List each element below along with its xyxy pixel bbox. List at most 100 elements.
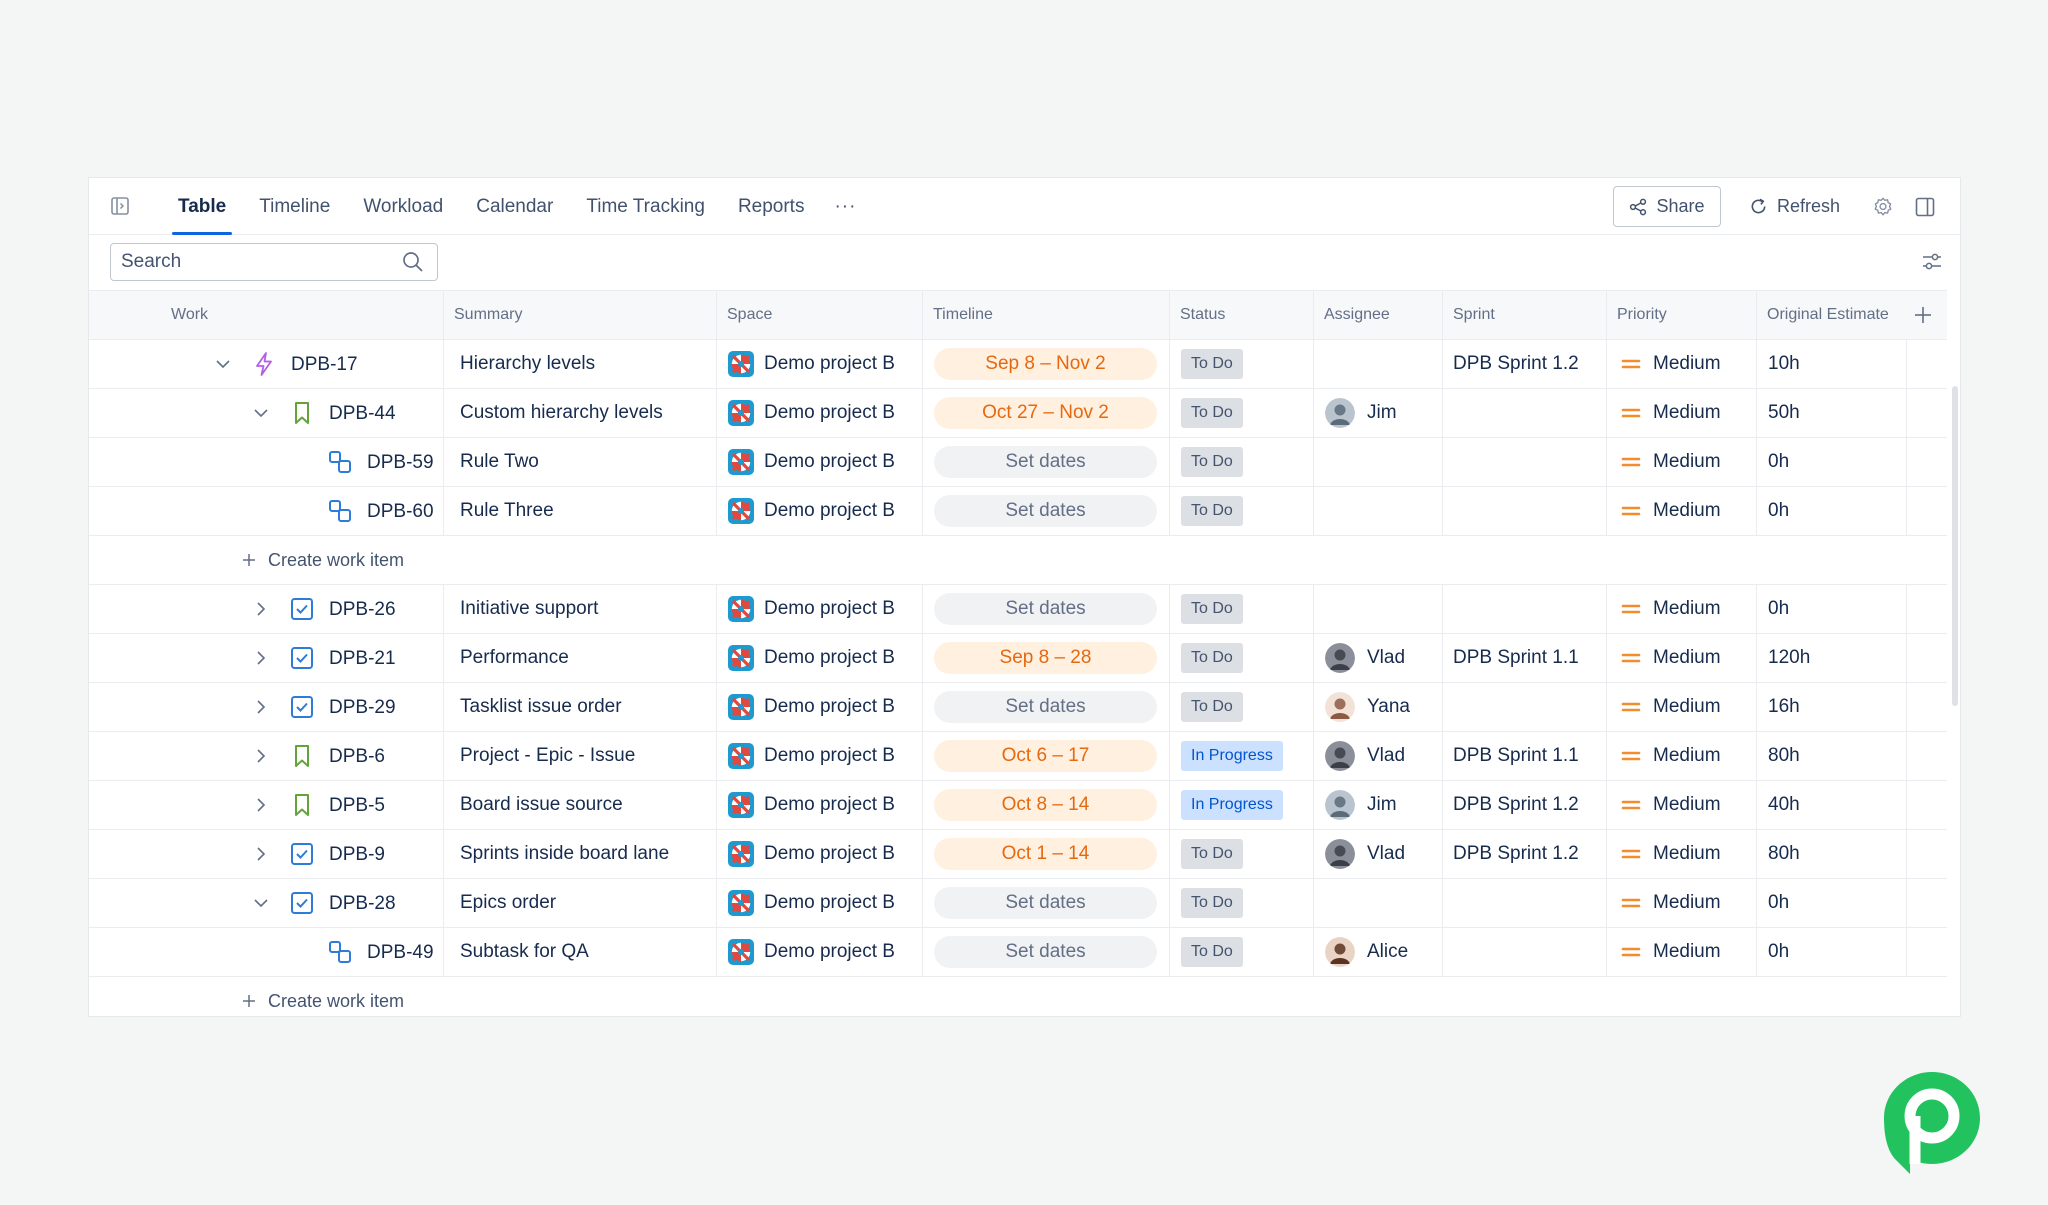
settings-button[interactable] bbox=[1870, 194, 1896, 220]
table-row[interactable]: DPB-49 Subtask for QA Demo project B Set da… bbox=[89, 928, 1947, 977]
priority-cell[interactable]: Medium bbox=[1606, 487, 1756, 535]
column-header-space[interactable]: Space bbox=[716, 291, 922, 339]
space-cell[interactable]: Demo project B bbox=[716, 389, 922, 437]
summary-cell[interactable]: Subtask for QA bbox=[443, 928, 716, 976]
summary-cell[interactable]: Custom hierarchy levels bbox=[443, 389, 716, 437]
sidebar-toggle-icon[interactable] bbox=[111, 197, 129, 215]
assignee-cell[interactable] bbox=[1313, 879, 1442, 927]
work-item-key[interactable]: DPB-49 bbox=[367, 942, 434, 963]
sprint-cell[interactable]: DPB Sprint 1.1 bbox=[1442, 732, 1606, 780]
space-cell[interactable]: Demo project B bbox=[716, 585, 922, 633]
timeline-pill[interactable]: Set dates bbox=[934, 495, 1157, 527]
column-header-summary[interactable]: Summary bbox=[443, 291, 716, 339]
status-badge[interactable]: To Do bbox=[1181, 496, 1243, 526]
timeline-pill[interactable]: Set dates bbox=[934, 887, 1157, 919]
table-row[interactable]: DPB-26 Initiative support Demo project B Se… bbox=[89, 585, 1947, 634]
refresh-button[interactable]: Refresh bbox=[1739, 186, 1857, 227]
priority-cell[interactable]: Medium bbox=[1606, 928, 1756, 976]
priority-cell[interactable]: Medium bbox=[1606, 781, 1756, 829]
sprint-cell[interactable] bbox=[1442, 928, 1606, 976]
add-column-icon[interactable] bbox=[1909, 301, 1937, 329]
estimate-cell[interactable]: 0h bbox=[1756, 585, 1906, 633]
estimate-cell[interactable]: 16h bbox=[1756, 683, 1906, 731]
timeline-pill[interactable]: Oct 8 – 14 bbox=[934, 789, 1157, 821]
timeline-pill[interactable]: Oct 27 – Nov 2 bbox=[934, 397, 1157, 429]
table-row[interactable]: DPB-59 Rule Two Demo project B Set dates To … bbox=[89, 438, 1947, 487]
work-item-key[interactable]: DPB-29 bbox=[329, 697, 396, 718]
status-badge[interactable]: To Do bbox=[1181, 839, 1243, 869]
assignee-cell[interactable]: Vlad bbox=[1313, 732, 1442, 780]
timeline-pill[interactable]: Set dates bbox=[934, 446, 1157, 478]
sprint-cell[interactable] bbox=[1442, 879, 1606, 927]
assignee-cell[interactable]: Alice bbox=[1313, 928, 1442, 976]
sprint-cell[interactable] bbox=[1442, 585, 1606, 633]
assignee-cell[interactable] bbox=[1313, 585, 1442, 633]
estimate-cell[interactable]: 80h bbox=[1756, 830, 1906, 878]
assignee-cell[interactable]: Jim bbox=[1313, 389, 1442, 437]
space-cell[interactable]: Demo project B bbox=[716, 879, 922, 927]
details-panel-button[interactable] bbox=[1912, 194, 1938, 220]
space-cell[interactable]: Demo project B bbox=[716, 340, 922, 388]
expand-toggle[interactable] bbox=[251, 403, 271, 423]
space-cell[interactable]: Demo project B bbox=[716, 732, 922, 780]
column-header-status[interactable]: Status bbox=[1169, 291, 1313, 339]
space-cell[interactable]: Demo project B bbox=[716, 781, 922, 829]
space-cell[interactable]: Demo project B bbox=[716, 830, 922, 878]
work-item-key[interactable]: DPB-60 bbox=[367, 501, 434, 522]
estimate-cell[interactable]: 80h bbox=[1756, 732, 1906, 780]
timeline-pill[interactable]: Set dates bbox=[934, 691, 1157, 723]
summary-cell[interactable]: Sprints inside board lane bbox=[443, 830, 716, 878]
table-row[interactable]: DPB-44 Custom hierarchy levels Demo projec… bbox=[89, 389, 1947, 438]
work-item-key[interactable]: DPB-28 bbox=[329, 893, 396, 914]
share-button[interactable]: Share bbox=[1613, 186, 1721, 227]
column-header-sprint[interactable]: Sprint bbox=[1442, 291, 1606, 339]
assignee-cell[interactable]: Vlad bbox=[1313, 830, 1442, 878]
work-item-key[interactable]: DPB-59 bbox=[367, 452, 434, 473]
summary-cell[interactable]: Performance bbox=[443, 634, 716, 682]
summary-cell[interactable]: Rule Two bbox=[443, 438, 716, 486]
space-cell[interactable]: Demo project B bbox=[716, 683, 922, 731]
assignee-cell[interactable]: Vlad bbox=[1313, 634, 1442, 682]
vertical-scrollbar[interactable] bbox=[1952, 386, 1958, 706]
priority-cell[interactable]: Medium bbox=[1606, 683, 1756, 731]
summary-cell[interactable]: Project - Epic - Issue bbox=[443, 732, 716, 780]
table-row[interactable]: DPB-29 Tasklist issue order Demo project B… bbox=[89, 683, 1947, 732]
expand-toggle[interactable] bbox=[251, 746, 271, 766]
priority-cell[interactable]: Medium bbox=[1606, 634, 1756, 682]
summary-cell[interactable]: Rule Three bbox=[443, 487, 716, 535]
tab-table[interactable]: Table bbox=[163, 178, 241, 235]
status-badge[interactable]: To Do bbox=[1181, 888, 1243, 918]
sprint-cell[interactable]: DPB Sprint 1.1 bbox=[1442, 634, 1606, 682]
sprint-cell[interactable] bbox=[1442, 683, 1606, 731]
column-header-original-estimate[interactable]: Original Estimate bbox=[1756, 291, 1906, 339]
timeline-pill[interactable]: Set dates bbox=[934, 936, 1157, 968]
table-row[interactable]: DPB-9 Sprints inside board lane Demo proje… bbox=[89, 830, 1947, 879]
tab-workload[interactable]: Workload bbox=[363, 195, 444, 217]
space-cell[interactable]: Demo project B bbox=[716, 438, 922, 486]
create-work-item-button[interactable]: Create work item bbox=[241, 977, 404, 1016]
expand-toggle[interactable] bbox=[251, 648, 271, 668]
work-item-key[interactable]: DPB-5 bbox=[329, 795, 385, 816]
status-badge[interactable]: In Progress bbox=[1181, 741, 1283, 771]
work-item-key[interactable]: DPB-17 bbox=[291, 354, 358, 375]
sprint-cell[interactable] bbox=[1442, 389, 1606, 437]
estimate-cell[interactable]: 50h bbox=[1756, 389, 1906, 437]
estimate-cell[interactable]: 0h bbox=[1756, 879, 1906, 927]
space-cell[interactable]: Demo project B bbox=[716, 928, 922, 976]
search-input[interactable] bbox=[111, 244, 391, 280]
estimate-cell[interactable]: 40h bbox=[1756, 781, 1906, 829]
column-header-work[interactable]: Work bbox=[171, 306, 209, 323]
expand-toggle[interactable] bbox=[251, 795, 271, 815]
tab-timeline[interactable]: Timeline bbox=[259, 195, 331, 217]
work-item-key[interactable]: DPB-6 bbox=[329, 746, 385, 767]
filter-settings-icon[interactable] bbox=[1921, 251, 1943, 273]
assignee-cell[interactable] bbox=[1313, 487, 1442, 535]
assignee-cell[interactable]: Jim bbox=[1313, 781, 1442, 829]
summary-cell[interactable]: Initiative support bbox=[443, 585, 716, 633]
status-badge[interactable]: To Do bbox=[1181, 398, 1243, 428]
status-badge[interactable]: To Do bbox=[1181, 692, 1243, 722]
table-row[interactable]: DPB-28 Epics order Demo project B Set dates… bbox=[89, 879, 1947, 928]
work-item-key[interactable]: DPB-9 bbox=[329, 844, 385, 865]
expand-toggle[interactable] bbox=[251, 697, 271, 717]
status-badge[interactable]: To Do bbox=[1181, 937, 1243, 967]
